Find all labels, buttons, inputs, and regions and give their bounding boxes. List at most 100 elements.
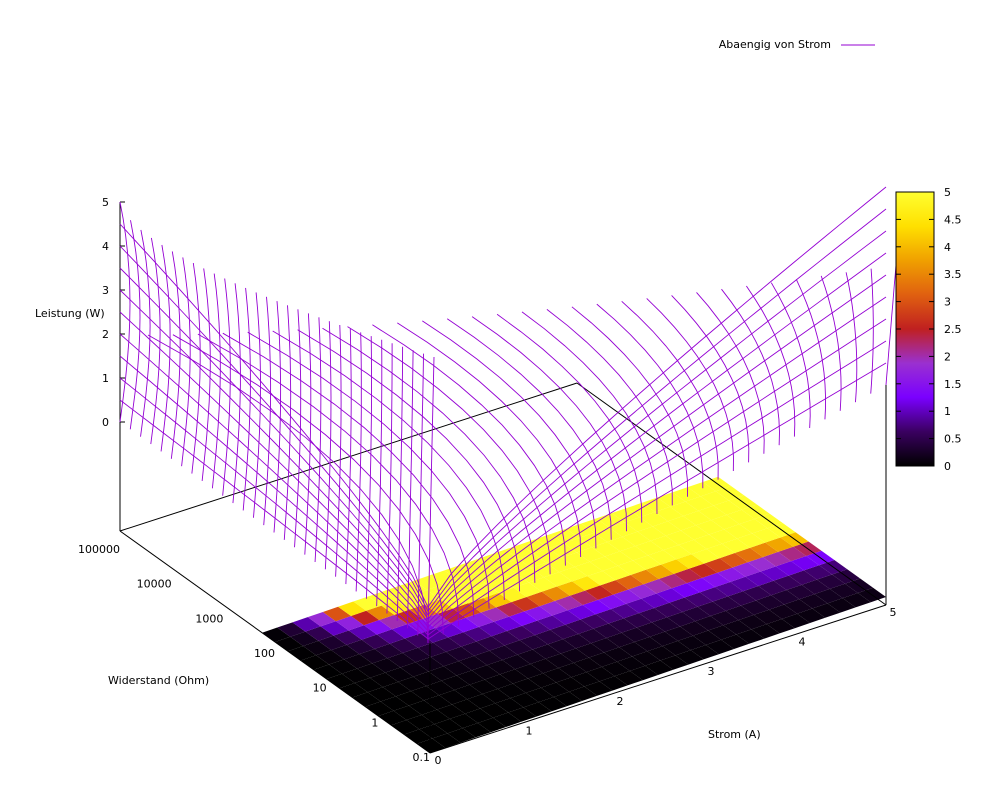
x-tick-label: 2 <box>617 695 624 708</box>
pm3d-cell <box>629 665 658 681</box>
pm3d-cell <box>326 673 355 689</box>
pm3d-cell <box>497 683 526 699</box>
mesh-line <box>263 296 272 526</box>
pm3d-cell <box>597 594 627 610</box>
pm3d-cell <box>721 634 750 649</box>
pm3d-cell <box>406 714 435 730</box>
x-tick-label: 5 <box>890 606 897 619</box>
pm3d-cell <box>595 609 624 624</box>
pm3d-cell <box>613 589 642 604</box>
mesh-line <box>272 330 505 601</box>
pm3d-cell <box>563 538 592 553</box>
pm3d-cell <box>628 584 657 599</box>
pm3d-cell <box>624 517 653 532</box>
pm3d-cell <box>626 502 655 518</box>
pm3d-cell <box>812 603 841 618</box>
pm3d-cell <box>389 638 418 653</box>
pm3d-cell <box>556 677 585 692</box>
pm3d-cell <box>645 660 674 675</box>
mesh-line <box>621 300 719 480</box>
pm3d-cell <box>550 624 579 640</box>
pm3d-cell <box>545 653 574 669</box>
axes-box <box>119 201 887 754</box>
pm3d-cell <box>454 684 483 700</box>
mesh-line <box>197 333 459 626</box>
pm3d-cell <box>751 624 780 639</box>
pm3d-cell <box>667 612 696 627</box>
pm3d-cell <box>517 649 546 664</box>
pm3d-cell <box>476 636 505 651</box>
y-tick-label: 100 <box>254 647 275 660</box>
z-axis-label: Leistung (W) <box>35 307 105 320</box>
pm3d-cell <box>609 522 638 537</box>
pm3d-cell <box>678 539 707 555</box>
pm3d-cell <box>660 655 689 670</box>
z-tick-label: 0 <box>102 416 109 429</box>
pm3d-cell <box>616 656 646 671</box>
pm3d-cell <box>574 561 603 577</box>
mesh-line <box>521 311 658 515</box>
pm3d-cell <box>617 560 646 575</box>
pm3d-cell <box>452 699 481 714</box>
pm3d-cell <box>470 583 499 599</box>
pm3d-cell <box>579 532 608 548</box>
pm3d-cell <box>658 573 687 589</box>
pm3d-cell <box>637 526 666 541</box>
mesh-line <box>324 321 332 570</box>
colorbar-tick-label: 2 <box>944 350 951 363</box>
pm3d-cell <box>604 551 633 566</box>
mesh-line <box>345 328 352 585</box>
pm3d-cell <box>547 639 576 654</box>
pm3d-cell <box>528 577 557 592</box>
pm3d-cell <box>374 643 403 659</box>
pm3d-cell <box>368 591 397 606</box>
pm3d-cell <box>706 543 735 559</box>
pm3d-cell <box>626 598 655 614</box>
pm3d-cell <box>642 497 671 512</box>
pm3d-cell <box>331 644 360 660</box>
pm3d-cell <box>602 565 631 581</box>
pm3d-cell <box>620 546 649 561</box>
pm3d-cell <box>685 496 714 511</box>
mesh-line <box>181 257 191 467</box>
pm3d-cell <box>662 640 691 656</box>
pm3d-cell <box>511 596 540 612</box>
pm3d-cell <box>533 548 562 563</box>
pm3d-cell <box>532 644 561 659</box>
pm3d-cell <box>615 575 644 590</box>
mesh-line <box>129 220 141 430</box>
pm3d-cell <box>540 682 570 697</box>
pm3d-cell <box>803 565 833 580</box>
pm3d-cell <box>766 618 795 634</box>
pm3d-cell <box>687 481 716 497</box>
pm3d-cell <box>606 632 635 648</box>
pm3d-cell <box>365 701 394 716</box>
pm3d-cell <box>402 647 431 663</box>
pm3d-cell <box>619 642 648 657</box>
pm3d-cell <box>428 666 457 681</box>
pm3d-cell <box>541 586 570 601</box>
pm3d-cell <box>379 614 408 630</box>
pm3d-cell <box>367 687 396 702</box>
y-tick-label: 1 <box>371 716 378 729</box>
pm3d-cell <box>500 573 529 588</box>
pm3d-cell <box>553 691 582 707</box>
pm3d-cell <box>693 534 722 549</box>
pm3d-cell <box>680 621 709 636</box>
pm3d-cell <box>717 567 746 582</box>
z-tick-label: 1 <box>102 372 109 385</box>
pm3d-cell <box>593 623 622 638</box>
mesh-line <box>119 230 887 616</box>
pm3d-cell <box>421 709 450 725</box>
pm3d-cell <box>797 608 826 623</box>
pm3d-cell <box>509 611 538 626</box>
pm3d-cell <box>292 617 321 632</box>
pm3d-cell <box>287 646 317 661</box>
pm3d-cell <box>676 554 705 569</box>
pm3d-cell <box>669 597 698 612</box>
pm3d-cell <box>344 654 373 669</box>
pm3d-cell <box>745 571 774 586</box>
pm3d-cell <box>829 583 858 599</box>
pm3d-cell <box>682 606 711 622</box>
pm3d-cell <box>526 591 555 607</box>
